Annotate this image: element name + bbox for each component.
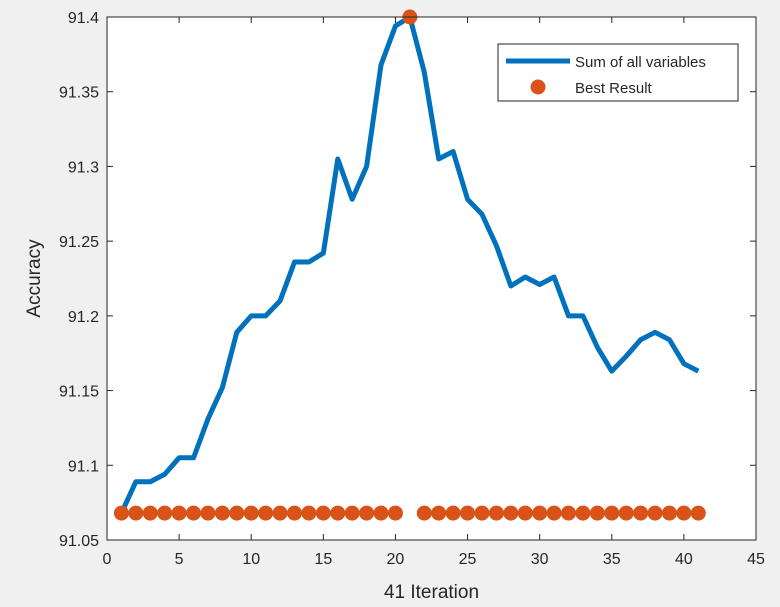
best-result-point: [575, 505, 591, 521]
y-tick-label: 91.15: [59, 384, 99, 401]
x-tick-label: 35: [603, 551, 621, 568]
x-tick-label: 20: [387, 551, 405, 568]
tick-labels: 0 5 10 15 20 25 30 35 40 45 91.05 91.1 91.15 91.2 91.2…: [59, 10, 765, 568]
best-result-point: [301, 505, 317, 521]
y-tick-label: 91.4: [68, 10, 99, 27]
legend-label-sum: Sum of all variables: [575, 54, 706, 71]
axes-box: [106, 16, 757, 541]
best-result-point: [229, 505, 245, 521]
best-result-point: [416, 505, 432, 521]
best-result-point: [503, 505, 519, 521]
x-tick-label: 5: [175, 551, 184, 568]
x-tick-label: 0: [103, 551, 112, 568]
best-result-point: [330, 505, 346, 521]
best-result-point: [186, 505, 202, 521]
x-tick-label: 40: [675, 551, 693, 568]
y-axis-label: Accuracy: [24, 239, 45, 318]
x-tick-label: 30: [531, 551, 549, 568]
legend: Sum of all variables Best Result: [497, 43, 739, 102]
best-result-point: [604, 505, 620, 521]
best-result-point: [474, 505, 490, 521]
best-result-point: [243, 505, 259, 521]
best-result-point: [157, 505, 173, 521]
best-result-point: [445, 505, 461, 521]
best-result-point: [200, 505, 216, 521]
series-marker-group: [113, 9, 706, 521]
best-result-point: [589, 505, 605, 521]
legend-label-best: Best Result: [575, 80, 653, 97]
y-tick-label: 91.2: [68, 309, 99, 326]
y-tick-label: 91.35: [59, 85, 99, 102]
y-tick-label: 91.3: [68, 159, 99, 176]
y-tick-label: 91.1: [68, 458, 99, 475]
best-result-point: [272, 505, 288, 521]
best-result-point: [373, 505, 389, 521]
best-result-point: [647, 505, 663, 521]
best-result-point: [315, 505, 331, 521]
best-result-point: [561, 505, 577, 521]
best-result-point: [532, 505, 548, 521]
best-result-point: [546, 505, 562, 521]
best-result-point: [286, 505, 302, 521]
legend-marker-swatch: [530, 79, 546, 95]
best-result-point: [488, 505, 504, 521]
best-result-point: [517, 505, 533, 521]
best-result-point: [128, 505, 144, 521]
best-result-point: [344, 505, 360, 521]
best-result-point: [214, 505, 230, 521]
best-result-point: [690, 505, 706, 521]
best-result-point: [142, 505, 158, 521]
best-result-point: [676, 505, 692, 521]
best-result-point: [258, 505, 274, 521]
best-result-point: [113, 505, 129, 521]
best-result-point: [618, 505, 634, 521]
x-tick-label: 10: [242, 551, 260, 568]
y-tick-label: 91.05: [59, 533, 99, 550]
x-axis-label: 41 Iteration: [384, 582, 479, 603]
best-result-point: [359, 505, 375, 521]
best-result-point: [633, 505, 649, 521]
best-result-point: [387, 505, 403, 521]
best-result-point: [460, 505, 476, 521]
best-result-point: [661, 505, 677, 521]
x-tick-label: 15: [314, 551, 332, 568]
best-result-point: [171, 505, 187, 521]
best-result-point: [431, 505, 447, 521]
y-tick-label: 91.25: [59, 234, 99, 251]
x-tick-label: 45: [747, 551, 765, 568]
x-tick-label: 25: [459, 551, 477, 568]
